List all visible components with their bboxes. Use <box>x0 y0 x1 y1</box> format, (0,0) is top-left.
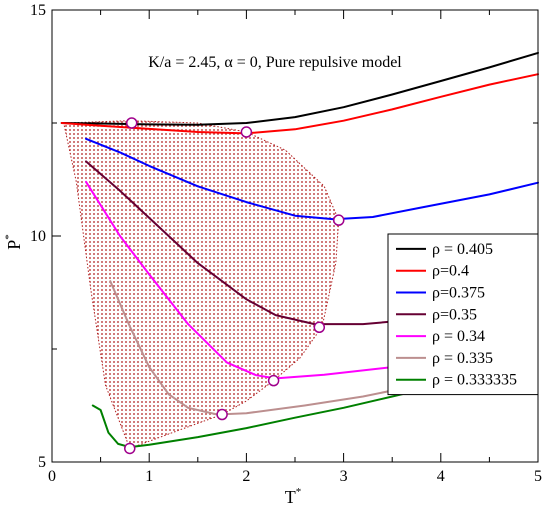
series-line-2 <box>85 137 539 221</box>
x-tick-label: 1 <box>145 468 153 485</box>
critical-point-marker-3 <box>313 321 326 334</box>
series-line-3 <box>85 160 442 326</box>
legend-label-2: ρ=0.375 <box>432 285 485 302</box>
x-tick-label: 5 <box>534 468 542 485</box>
y-axis-label-main: P <box>4 240 24 250</box>
legend-label-4: ρ = 0.34 <box>432 328 485 345</box>
x-axis-label-main: T <box>285 487 296 507</box>
critical-point-marker-1 <box>240 126 253 138</box>
critical-point-marker-2 <box>332 214 345 226</box>
x-tick-label: 2 <box>242 468 250 485</box>
marker-layer <box>124 117 345 455</box>
legend-label-3: ρ=0.35 <box>432 306 477 323</box>
legend-label-0: ρ = 0.405 <box>432 241 493 258</box>
legend: ρ = 0.405 ρ=0.4 ρ=0.375 ρ=0.35 ρ = 0.34 ρ = 0… <box>387 233 539 396</box>
shaded-region-layer <box>63 120 340 450</box>
critical-point-marker-4 <box>267 374 280 387</box>
legend-label-5: ρ = 0.335 <box>432 350 493 367</box>
y-tick-label: 10 <box>30 228 46 245</box>
y-tick-label: 15 <box>30 2 46 19</box>
chart-annotation: K/a = 2.45, α = 0, Pure repulsive model <box>148 54 402 71</box>
series-line-6 <box>91 384 442 449</box>
legend-box <box>387 233 539 396</box>
x-tick-label: 3 <box>340 468 348 485</box>
coexistence-region <box>63 120 340 450</box>
legend-label-6: ρ = 0.333335 <box>432 372 517 389</box>
y-tick-label: 5 <box>38 454 46 471</box>
tick-layer: 0 1 2 3 4 5 5 10 15 <box>30 2 542 485</box>
critical-point-marker-6 <box>124 442 136 455</box>
critical-point-marker-0 <box>125 117 138 129</box>
legend-label-1: ρ=0.4 <box>432 263 469 280</box>
x-axis-label: T* <box>285 486 302 507</box>
x-tick-label: 0 <box>48 468 56 485</box>
critical-point-marker-5 <box>216 408 228 421</box>
y-axis-label: P* <box>3 234 24 250</box>
series-line-4 <box>85 180 442 380</box>
series-line-5 <box>109 280 442 416</box>
x-axis-label-sup: * <box>296 486 302 498</box>
y-axis-label-sup: * <box>3 234 15 240</box>
x-tick-label: 4 <box>437 468 445 485</box>
